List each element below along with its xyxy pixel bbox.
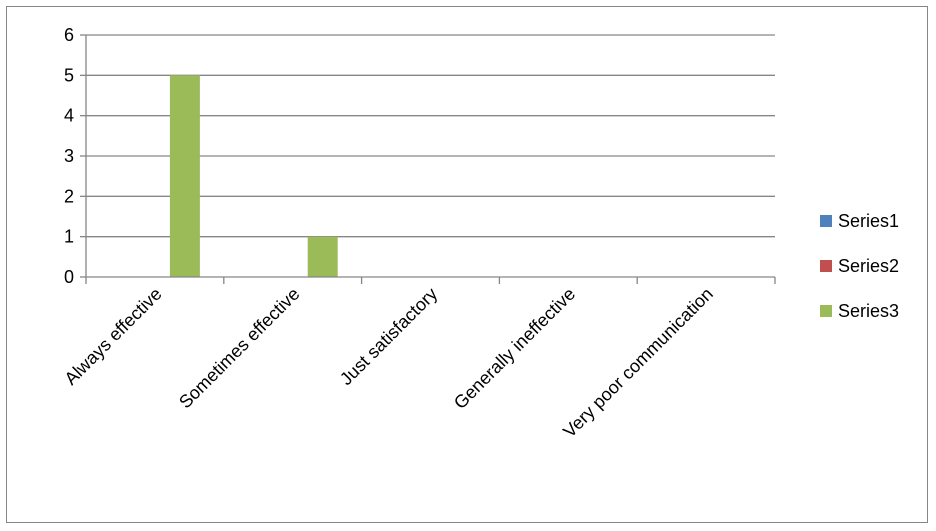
category-label: Sometimes effective — [175, 284, 304, 413]
y-tick-label: 5 — [64, 65, 74, 85]
bar-series3-1 — [307, 236, 338, 277]
legend-swatch-series3 — [820, 305, 832, 317]
category-label: Always effective — [61, 284, 166, 389]
y-tick-label: 1 — [64, 227, 74, 247]
y-tick-labels: 0 1 2 3 4 5 6 — [64, 25, 74, 287]
y-tick-label: 2 — [64, 186, 74, 206]
bars — [169, 75, 338, 277]
y-tick-label: 3 — [64, 146, 74, 166]
legend-swatch-series2 — [820, 260, 832, 272]
legend-label-series1: Series1 — [838, 211, 899, 231]
chart-frame — [6, 6, 928, 523]
y-tick-label: 0 — [64, 267, 74, 287]
bar-series3-0 — [169, 75, 200, 277]
legend-label-series3: Series3 — [838, 301, 899, 321]
category-label: Just satisfactory — [336, 284, 441, 389]
legend-swatch-series1 — [820, 215, 832, 227]
category-label: Generally ineffective — [450, 284, 579, 413]
y-tick-label: 6 — [64, 25, 74, 45]
gridlines — [86, 34, 775, 238]
axes — [80, 34, 776, 284]
category-label: Very poor communication — [559, 284, 717, 442]
category-labels: Always effective Sometimes effective Just … — [61, 284, 717, 442]
legend: Series1 Series2 Series3 — [820, 211, 899, 321]
y-tick-label: 4 — [64, 106, 74, 126]
legend-label-series2: Series2 — [838, 256, 899, 276]
